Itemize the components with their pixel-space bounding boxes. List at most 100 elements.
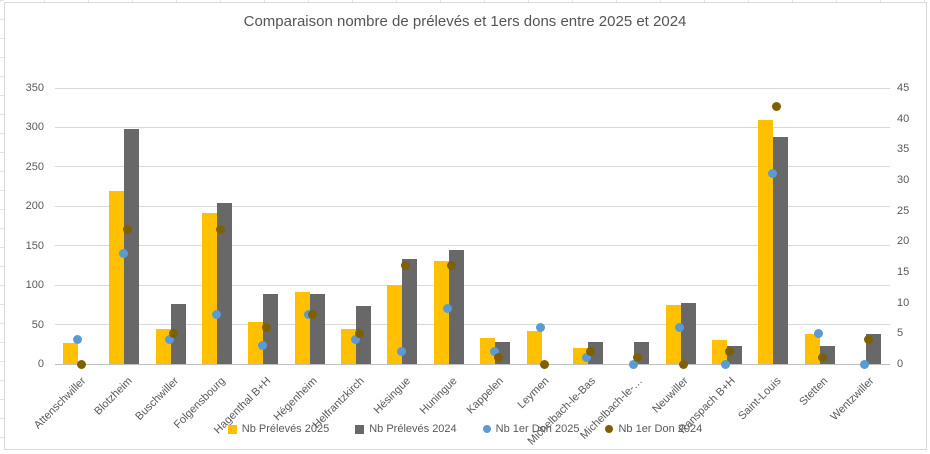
- legend-marker-nb-preleves-2025: [227, 424, 237, 434]
- left-axis-tick-label: 350: [25, 82, 44, 94]
- dot-nb-1er-don-2025: [489, 347, 499, 357]
- dot-nb-1er-don-2024: [447, 261, 457, 271]
- gridline: [55, 126, 890, 128]
- gridline: [55, 205, 890, 207]
- right-axis-tick-label: 30: [897, 174, 910, 186]
- legend-item-nb-preleves-2025: Nb Prélevés 2025: [227, 423, 330, 435]
- bar-nb-preleves-2025: [109, 191, 124, 364]
- left-axis-tick-label: 250: [25, 160, 44, 173]
- legend-marker-nb-1er-don-2025: [482, 425, 491, 433]
- chart-area-border: [4, 2, 927, 450]
- dot-nb-1er-don-2024: [771, 101, 781, 111]
- dot-nb-1er-don-2024: [864, 334, 874, 344]
- right-axis-tick-label: 40: [897, 112, 910, 125]
- bar-nb-preleves-2024: [402, 259, 417, 364]
- dot-nb-1er-don-2025: [257, 341, 267, 351]
- worksheet-gridline-stubs-top: [0, 0, 930, 2]
- bar-nb-preleves-2025: [480, 338, 495, 364]
- bar-nb-preleves-2025: [712, 340, 727, 364]
- legend-label: Nb Prélevés 2024: [369, 423, 457, 435]
- gridline: [55, 166, 890, 168]
- dot-nb-1er-don-2024: [169, 328, 179, 338]
- dot-nb-1er-don-2025: [165, 334, 175, 344]
- dot-nb-1er-don-2025: [860, 359, 870, 369]
- dot-nb-1er-don-2024: [632, 353, 642, 363]
- bar-nb-preleves-2024: [773, 137, 788, 364]
- dot-nb-1er-don-2025: [721, 359, 731, 369]
- legend-marker-nb-preleves-2024: [355, 424, 365, 434]
- right-axis-tick-label: 10: [897, 296, 910, 309]
- legend-label: Nb Prélevés 2025: [241, 423, 330, 435]
- left-axis-tick-label: 300: [25, 121, 44, 134]
- gridline: [55, 324, 890, 326]
- dot-nb-1er-don-2025: [767, 169, 777, 179]
- gridline: [55, 284, 890, 286]
- chart-legend: Nb Prélevés 2025 Nb Prélevés 2024 Nb 1er D…: [0, 423, 930, 435]
- legend-item-nb-preleves-2024: Nb Prélevés 2024: [355, 423, 457, 435]
- bar-nb-preleves-2024: [171, 304, 186, 364]
- left-axis-tick-label: 200: [25, 200, 44, 213]
- left-axis-tick-label: 150: [25, 239, 44, 252]
- dot-nb-1er-don-2024: [818, 353, 828, 363]
- right-axis-tick-label: 35: [897, 143, 910, 156]
- dot-nb-1er-don-2024: [308, 310, 318, 320]
- dot-nb-1er-don-2024: [261, 322, 271, 332]
- dot-nb-1er-don-2025: [396, 347, 406, 357]
- bar-nb-preleves-2025: [202, 213, 217, 364]
- bar-nb-preleves-2025: [387, 285, 402, 364]
- dot-nb-1er-don-2024: [493, 353, 503, 363]
- dot-nb-1er-don-2025: [211, 310, 221, 320]
- dot-nb-1er-don-2025: [675, 322, 685, 332]
- gridline: [55, 245, 890, 247]
- bar-nb-preleves-2025: [248, 322, 263, 364]
- legend-item-nb-1er-don-2025: Nb 1er Don 2025: [482, 423, 580, 435]
- gridline: [55, 87, 890, 89]
- bar-nb-preleves-2025: [758, 120, 773, 364]
- left-axis-tick-label: 50: [31, 318, 44, 331]
- right-axis-tick-label: 0: [897, 358, 904, 370]
- gridline: [55, 363, 890, 365]
- dot-nb-1er-don-2024: [586, 347, 596, 357]
- dot-nb-1er-don-2025: [814, 328, 824, 338]
- legend-label: Nb 1er Don 2024: [618, 423, 703, 435]
- worksheet-gridline-stubs-left: [0, 0, 4, 450]
- bar-nb-preleves-2024: [449, 250, 464, 364]
- bar-nb-preleves-2025: [295, 292, 310, 364]
- chart-title: Comparaison nombre de prélevés et 1ers d…: [243, 13, 687, 30]
- legend-item-nb-1er-don-2024: Nb 1er Don 2024: [605, 423, 702, 435]
- bar-nb-preleves-2025: [434, 261, 449, 364]
- dot-nb-1er-don-2024: [540, 359, 549, 369]
- bar-nb-preleves-2024: [217, 203, 232, 364]
- dot-nb-1er-don-2024: [122, 224, 132, 234]
- dot-nb-1er-don-2025: [443, 304, 453, 314]
- dot-nb-1er-don-2025: [536, 322, 545, 332]
- dot-nb-1er-don-2024: [76, 359, 86, 369]
- right-axis-tick-label: 45: [897, 82, 910, 94]
- bar-nb-preleves-2025: [527, 331, 542, 364]
- dot-nb-1er-don-2025: [350, 334, 360, 344]
- left-axis-tick-label: 0: [37, 358, 44, 370]
- right-axis-tick-label: 25: [897, 204, 910, 217]
- dot-nb-1er-don-2024: [215, 224, 225, 234]
- dot-nb-1er-don-2025: [118, 249, 128, 259]
- legend-marker-nb-1er-don-2024: [605, 425, 614, 433]
- right-axis-tick-label: 20: [897, 235, 910, 248]
- bar-nb-preleves-2025: [666, 305, 681, 364]
- bar-nb-preleves-2025: [805, 334, 820, 364]
- right-axis-tick-label: 15: [897, 266, 910, 278]
- left-axis-tick-label: 100: [25, 279, 44, 292]
- bar-nb-preleves-2025: [63, 343, 78, 364]
- dot-nb-1er-don-2025: [72, 334, 82, 344]
- dot-nb-1er-don-2025: [628, 359, 638, 369]
- right-axis-tick-label: 5: [897, 327, 904, 340]
- dot-nb-1er-don-2024: [400, 261, 410, 271]
- dot-nb-1er-don-2024: [354, 328, 364, 338]
- legend-label: Nb 1er Don 2025: [495, 423, 580, 435]
- bar-nb-preleves-2024: [310, 294, 325, 364]
- bar-nb-preleves-2024: [124, 129, 139, 364]
- bar-nb-preleves-2024: [681, 303, 696, 364]
- dot-nb-1er-don-2024: [679, 359, 689, 369]
- dot-nb-1er-don-2025: [582, 353, 592, 363]
- dot-nb-1er-don-2024: [725, 347, 735, 357]
